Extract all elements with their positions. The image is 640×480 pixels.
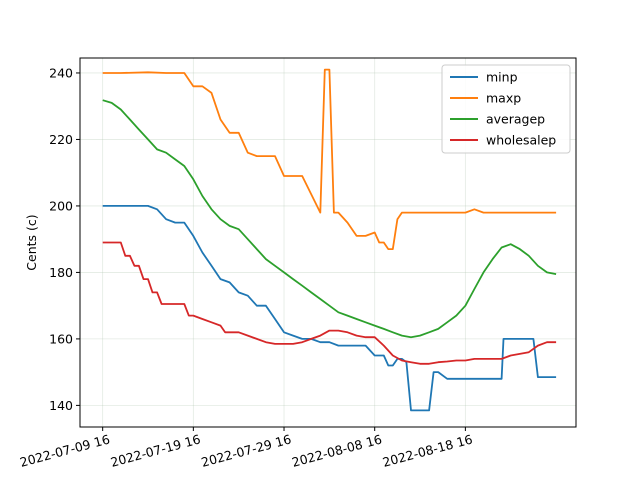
y-axis-label: Cents (c) bbox=[24, 214, 39, 270]
y-tick-label: 180 bbox=[49, 265, 73, 280]
legend-label-maxp: maxp bbox=[486, 91, 521, 106]
legend-label-averagep: averagep bbox=[486, 112, 545, 127]
legend-box bbox=[441, 64, 571, 154]
legend-label-minp: minp bbox=[486, 70, 518, 85]
y-tick-label: 200 bbox=[49, 198, 73, 213]
axes-frame bbox=[79, 57, 577, 428]
legend: minp maxp averagep wholesalep bbox=[441, 64, 571, 154]
series-line-wholesalep bbox=[102, 241, 557, 365]
y-axis: 140 160 180 200 220 240 bbox=[49, 65, 80, 413]
legend-label-wholesalep: wholesalep bbox=[486, 133, 556, 148]
series-line-minp bbox=[102, 204, 557, 412]
y-tick-label: 140 bbox=[49, 398, 73, 413]
series-line-averagep bbox=[102, 99, 557, 339]
series-lines bbox=[102, 68, 557, 412]
y-tick-label: 220 bbox=[49, 132, 73, 147]
y-tick-label: 240 bbox=[49, 65, 73, 80]
series-line-maxp bbox=[102, 68, 557, 251]
y-tick-label: 160 bbox=[49, 331, 73, 346]
